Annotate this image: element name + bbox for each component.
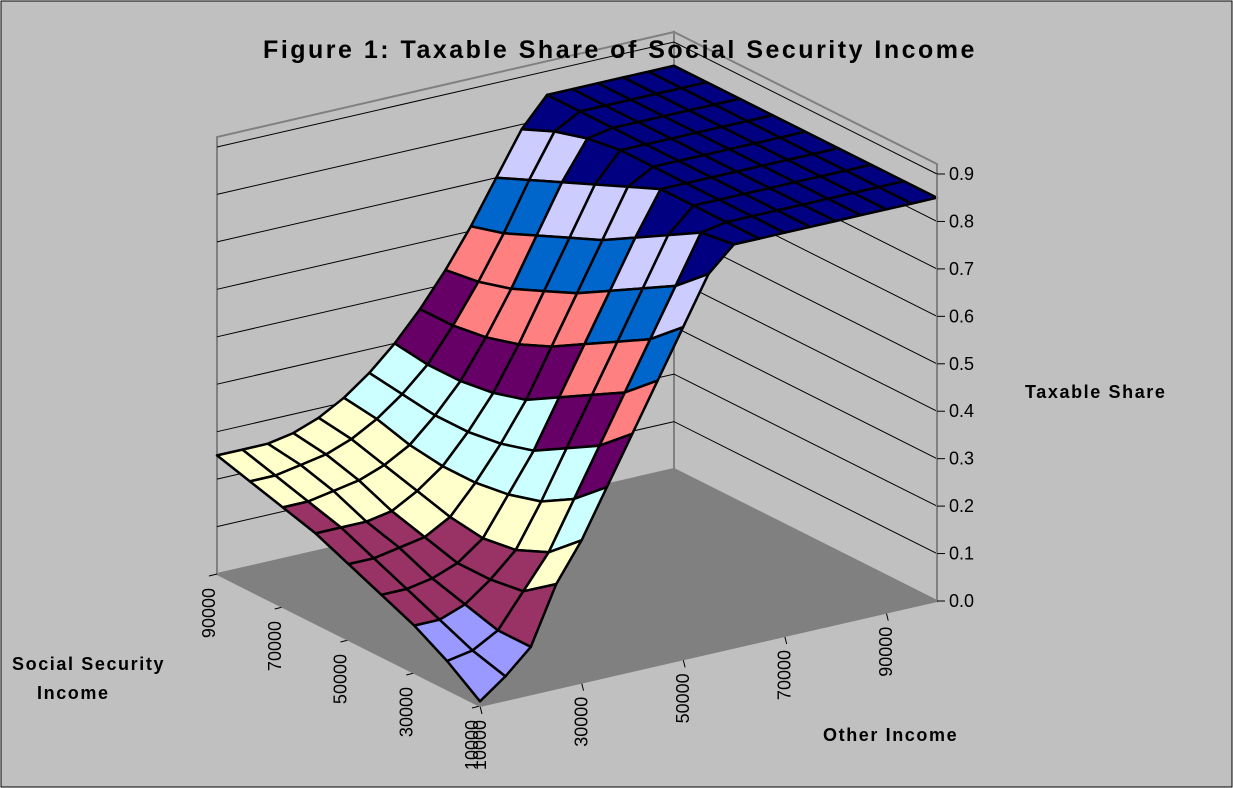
x-tick-mark	[682, 659, 686, 668]
z-tick-label: 0.1	[949, 544, 974, 564]
z-tick-label: 0.3	[949, 449, 974, 469]
x-tick-label: 50000	[673, 673, 693, 723]
y-tick-label: 50000	[331, 654, 351, 704]
floor-edge	[216, 573, 938, 708]
gridline	[216, 41, 938, 175]
z-tick-label: 0.2	[949, 496, 974, 516]
z-tick-label: 0.5	[949, 354, 974, 374]
y-tick-label: 30000	[396, 687, 416, 737]
z-tick-label: 0.6	[949, 306, 974, 326]
z-tick-label: 0.9	[949, 164, 974, 184]
x-tick-label: 90000	[876, 627, 896, 677]
x-tick-label: 10000	[470, 720, 490, 770]
y-tick-mark	[208, 573, 218, 577]
y-tick-label: 10000	[462, 720, 482, 770]
x-tick-mark	[479, 705, 483, 715]
y-axis-title-line-1: Social Security	[12, 654, 165, 674]
y-tick-label: 70000	[265, 621, 285, 671]
z-tick-label: 0.7	[949, 259, 974, 279]
x-axis-title: Other Income	[823, 725, 958, 745]
y-axis-title-line-2: Income	[37, 683, 110, 703]
surface-cell	[445, 649, 507, 703]
chart-title: Figure 1: Taxable Share of Social Securi…	[263, 36, 977, 64]
z-axis-title: Taxable Share	[1025, 382, 1167, 402]
x-tick-mark	[581, 682, 585, 691]
x-tick-label: 70000	[775, 650, 795, 700]
x-tick-label: 30000	[572, 697, 592, 747]
chart-axes: 0.0 0.1 0.2 0.3 0.4 0.5 0.6 0.7 0.8 0.9 10000 30000…	[199, 164, 974, 770]
surface-mesh	[215, 64, 939, 703]
z-tick-label: 0.4	[949, 401, 974, 421]
x-tick-mark	[784, 635, 788, 645]
z-tick-label: 0.0	[949, 591, 974, 611]
y-tick-label: 90000	[199, 588, 219, 638]
z-tick-label: 0.8	[949, 211, 974, 231]
x-tick-mark	[885, 612, 889, 621]
